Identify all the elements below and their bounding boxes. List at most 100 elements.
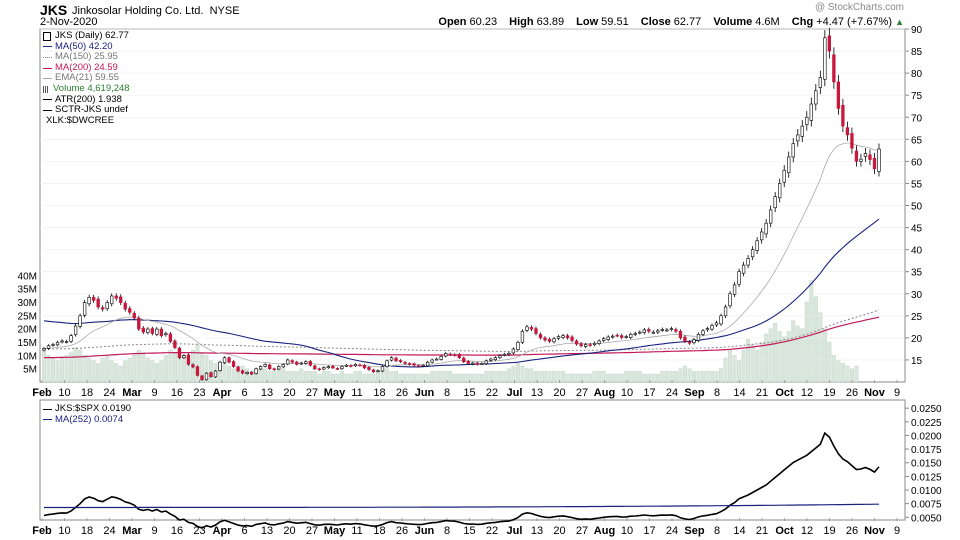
- candle-up: [602, 338, 606, 341]
- candle-down: [272, 368, 276, 371]
- candle-down: [475, 362, 479, 365]
- candle-up: [326, 366, 331, 369]
- candle-down: [579, 343, 583, 347]
- volume-bar: [461, 373, 466, 383]
- candle-up: [60, 340, 64, 343]
- candle-down: [313, 365, 317, 370]
- volume-bar: [475, 373, 480, 383]
- candle-down: [295, 361, 299, 365]
- candle-down: [453, 354, 457, 356]
- candle-up: [511, 348, 516, 354]
- volume-bar: [312, 371, 317, 383]
- candle-down: [534, 328, 538, 334]
- volume-bar: [245, 368, 250, 383]
- low-value: 59.51: [601, 16, 629, 28]
- candle-up: [484, 360, 488, 365]
- candle-down: [674, 329, 678, 332]
- volume-bar: [786, 331, 791, 383]
- candle-up: [258, 366, 263, 370]
- x-tick-label: Oct: [775, 387, 794, 399]
- candle-up: [245, 371, 249, 375]
- open-label: Open: [438, 16, 467, 28]
- volume-bar: [443, 371, 448, 383]
- candle-up: [218, 361, 222, 371]
- candle-up: [435, 358, 439, 361]
- close-label: Close: [640, 16, 671, 28]
- candle-down: [249, 371, 254, 375]
- high-value: 63.89: [536, 16, 565, 28]
- candle-up: [859, 158, 863, 162]
- volume-bar: [701, 371, 705, 383]
- x-tick-label: 17: [643, 387, 655, 399]
- x-tick-label: 14: [733, 387, 745, 399]
- ratio-tick-label: 0.0200: [911, 431, 942, 442]
- candle-down: [872, 157, 877, 170]
- volume-bar: [552, 371, 556, 383]
- legend-swatch-icon: [43, 408, 52, 410]
- volume-bar: [344, 373, 349, 383]
- candle-up: [583, 344, 588, 347]
- legend-swatch-icon: [43, 78, 52, 80]
- volume-bar: [813, 296, 818, 383]
- volume-bar: [154, 363, 159, 383]
- candle-down: [186, 354, 191, 365]
- x-tick-label: Apr: [213, 387, 233, 399]
- volume-bar: [479, 373, 484, 383]
- legend-item: Volume 4,619,248: [43, 83, 130, 95]
- candle-up: [425, 361, 430, 367]
- symbol: JKS: [40, 2, 68, 18]
- ema21-line: [43, 142, 880, 368]
- candle-up: [263, 364, 267, 367]
- legend-swatch-icon: [43, 56, 52, 58]
- volume-bar: [506, 368, 511, 383]
- volume-bar: [385, 368, 389, 383]
- volume-bar: [691, 371, 696, 383]
- volume-bar: [96, 363, 101, 383]
- volume-bar: [371, 373, 376, 383]
- candle-down: [317, 368, 321, 371]
- volume-bar: [114, 363, 119, 383]
- candle-up: [444, 353, 448, 357]
- candle-down: [588, 344, 592, 346]
- legend-item: MA(252) 0.0074: [43, 414, 131, 426]
- y-tick-label: 50: [911, 202, 923, 213]
- volume-bar: [434, 371, 439, 383]
- candle-down: [349, 365, 353, 367]
- volume-tick-label: 35M: [18, 285, 37, 296]
- legend-swatch-icon: [43, 419, 52, 421]
- volume-bar: [141, 352, 146, 383]
- candle-up: [746, 258, 750, 266]
- volume-bar: [335, 373, 340, 383]
- volume-bar: [831, 355, 836, 383]
- volume-bar: [100, 357, 105, 383]
- candle-up: [633, 333, 637, 335]
- volume-bar: [82, 355, 87, 383]
- exchange: NYSE: [209, 5, 240, 17]
- watermark: @ StockCharts.com: [814, 2, 904, 13]
- candle-down: [123, 302, 127, 310]
- volume-bar: [520, 365, 525, 383]
- ratio-legend: JKS:$SPX 0.0190 MA(252) 0.0074: [43, 403, 131, 426]
- up-arrow-icon: ▲: [895, 17, 904, 27]
- candle-up: [732, 284, 737, 295]
- y-tick-label: 65: [911, 135, 923, 146]
- candle-down: [209, 372, 213, 378]
- x-tick-label: 24: [666, 525, 678, 537]
- candle-down: [150, 328, 154, 334]
- candle-down: [290, 360, 294, 363]
- x-tick-label: 13: [531, 387, 543, 399]
- y-tick-label: 15: [911, 356, 923, 367]
- x-tick-label: 18: [81, 387, 93, 399]
- candle-up: [344, 364, 349, 367]
- volume-bar: [836, 360, 841, 383]
- candle-up: [277, 366, 281, 370]
- x-tick-label: Jul: [507, 525, 523, 537]
- volume-bar: [488, 371, 493, 383]
- x-tick-label: 24: [666, 387, 678, 399]
- volume-bar: [290, 371, 295, 383]
- volume-bar: [394, 371, 399, 383]
- volume-bar: [168, 349, 173, 383]
- candle-down: [683, 336, 687, 342]
- volume-bar: [755, 349, 760, 383]
- candle-down: [371, 369, 376, 373]
